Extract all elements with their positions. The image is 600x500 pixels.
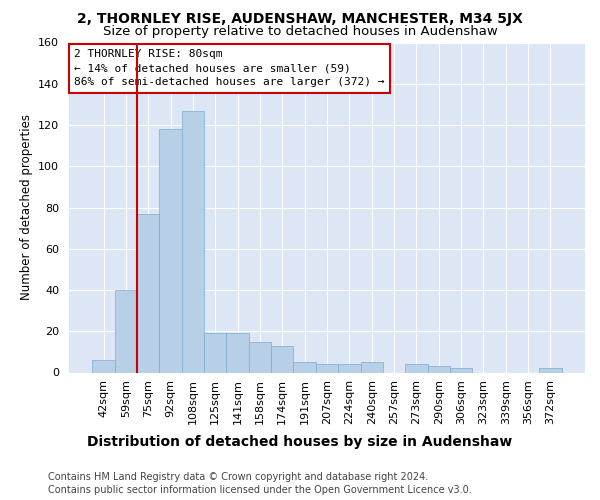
Bar	[361, 362, 383, 372]
Bar	[539, 368, 562, 372]
Bar	[204, 334, 226, 372]
Bar	[137, 214, 160, 372]
Text: Size of property relative to detached houses in Audenshaw: Size of property relative to detached ho…	[103, 25, 497, 38]
Bar	[338, 364, 361, 372]
Text: Contains public sector information licensed under the Open Government Licence v3: Contains public sector information licen…	[48, 485, 472, 495]
Bar	[226, 334, 249, 372]
Text: Contains HM Land Registry data © Crown copyright and database right 2024.: Contains HM Land Registry data © Crown c…	[48, 472, 428, 482]
Text: 2, THORNLEY RISE, AUDENSHAW, MANCHESTER, M34 5JX: 2, THORNLEY RISE, AUDENSHAW, MANCHESTER,…	[77, 12, 523, 26]
Bar	[428, 366, 450, 372]
Text: 2 THORNLEY RISE: 80sqm
← 14% of detached houses are smaller (59)
86% of semi-det: 2 THORNLEY RISE: 80sqm ← 14% of detached…	[74, 49, 385, 87]
Bar	[249, 342, 271, 372]
Text: Distribution of detached houses by size in Audenshaw: Distribution of detached houses by size …	[88, 435, 512, 449]
Bar	[293, 362, 316, 372]
Bar	[115, 290, 137, 372]
Bar	[271, 346, 293, 372]
Bar	[160, 129, 182, 372]
Bar	[405, 364, 428, 372]
Bar	[450, 368, 472, 372]
Bar	[92, 360, 115, 372]
Y-axis label: Number of detached properties: Number of detached properties	[20, 114, 32, 300]
Bar	[182, 110, 204, 372]
Bar	[316, 364, 338, 372]
